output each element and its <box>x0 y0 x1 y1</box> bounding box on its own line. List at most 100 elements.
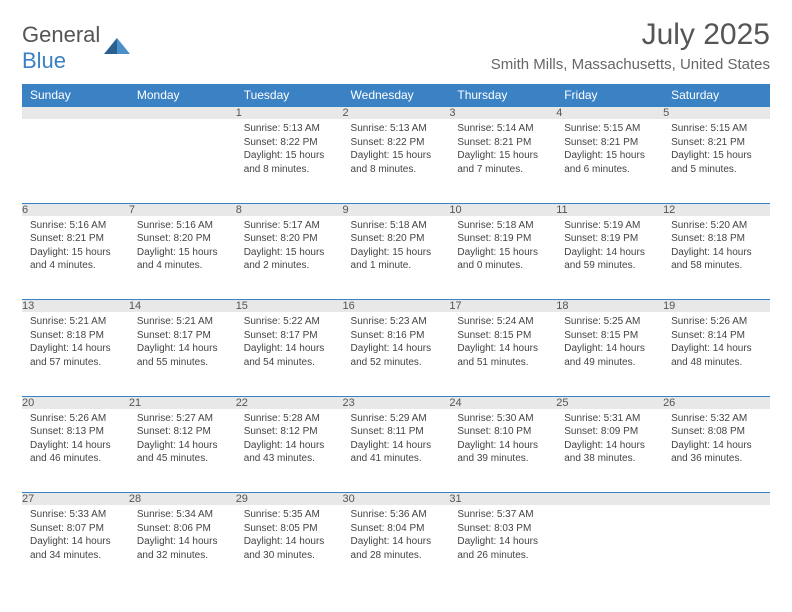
day-number: 2 <box>343 107 450 120</box>
day-content: Sunrise: 5:32 AMSunset: 8:08 PMDaylight:… <box>663 409 770 472</box>
day-number: 1 <box>236 107 343 120</box>
empty-daynum <box>663 493 770 506</box>
dayname-header: Friday <box>556 84 663 107</box>
week-daynum-row: 2728293031 <box>22 493 770 506</box>
day-number: 12 <box>663 203 770 216</box>
calendar-body: 12345Sunrise: 5:13 AMSunset: 8:22 PMDayl… <box>22 107 770 590</box>
empty-cell <box>22 119 129 203</box>
day-content: Sunrise: 5:22 AMSunset: 8:17 PMDaylight:… <box>236 312 343 375</box>
day-number: 7 <box>129 203 236 216</box>
week-content-row: Sunrise: 5:16 AMSunset: 8:21 PMDaylight:… <box>22 216 770 300</box>
empty-daynum <box>556 493 663 506</box>
week-daynum-row: 12345 <box>22 107 770 120</box>
day-number: 11 <box>556 203 663 216</box>
day-content: Sunrise: 5:15 AMSunset: 8:21 PMDaylight:… <box>663 119 770 182</box>
day-cell: Sunrise: 5:35 AMSunset: 8:05 PMDaylight:… <box>236 505 343 589</box>
day-number: 15 <box>236 300 343 313</box>
day-number: 18 <box>556 300 663 313</box>
location: Smith Mills, Massachusetts, United State… <box>491 56 770 73</box>
day-content: Sunrise: 5:21 AMSunset: 8:18 PMDaylight:… <box>22 312 129 375</box>
logo-word-1: General <box>22 22 100 47</box>
day-cell: Sunrise: 5:17 AMSunset: 8:20 PMDaylight:… <box>236 216 343 300</box>
day-content: Sunrise: 5:14 AMSunset: 8:21 PMDaylight:… <box>449 119 556 182</box>
day-number: 25 <box>556 396 663 409</box>
week-daynum-row: 13141516171819 <box>22 300 770 313</box>
day-content: Sunrise: 5:28 AMSunset: 8:12 PMDaylight:… <box>236 409 343 472</box>
day-content: Sunrise: 5:17 AMSunset: 8:20 PMDaylight:… <box>236 216 343 279</box>
day-content: Sunrise: 5:36 AMSunset: 8:04 PMDaylight:… <box>343 505 450 568</box>
day-cell: Sunrise: 5:16 AMSunset: 8:20 PMDaylight:… <box>129 216 236 300</box>
day-cell: Sunrise: 5:24 AMSunset: 8:15 PMDaylight:… <box>449 312 556 396</box>
day-content: Sunrise: 5:25 AMSunset: 8:15 PMDaylight:… <box>556 312 663 375</box>
day-number: 28 <box>129 493 236 506</box>
day-content: Sunrise: 5:29 AMSunset: 8:11 PMDaylight:… <box>343 409 450 472</box>
day-cell: Sunrise: 5:20 AMSunset: 8:18 PMDaylight:… <box>663 216 770 300</box>
day-content: Sunrise: 5:35 AMSunset: 8:05 PMDaylight:… <box>236 505 343 568</box>
day-content: Sunrise: 5:15 AMSunset: 8:21 PMDaylight:… <box>556 119 663 182</box>
dayname-header: Saturday <box>663 84 770 107</box>
day-cell: Sunrise: 5:28 AMSunset: 8:12 PMDaylight:… <box>236 409 343 493</box>
day-number: 5 <box>663 107 770 120</box>
day-cell: Sunrise: 5:13 AMSunset: 8:22 PMDaylight:… <box>343 119 450 203</box>
day-content: Sunrise: 5:16 AMSunset: 8:21 PMDaylight:… <box>22 216 129 279</box>
day-number: 8 <box>236 203 343 216</box>
day-number: 6 <box>22 203 129 216</box>
day-cell: Sunrise: 5:34 AMSunset: 8:06 PMDaylight:… <box>129 505 236 589</box>
month-title: July 2025 <box>491 18 770 52</box>
week-content-row: Sunrise: 5:33 AMSunset: 8:07 PMDaylight:… <box>22 505 770 589</box>
day-content: Sunrise: 5:26 AMSunset: 8:13 PMDaylight:… <box>22 409 129 472</box>
day-cell: Sunrise: 5:21 AMSunset: 8:17 PMDaylight:… <box>129 312 236 396</box>
day-number: 10 <box>449 203 556 216</box>
day-cell: Sunrise: 5:19 AMSunset: 8:19 PMDaylight:… <box>556 216 663 300</box>
day-number: 23 <box>343 396 450 409</box>
day-number: 24 <box>449 396 556 409</box>
day-number: 13 <box>22 300 129 313</box>
day-cell: Sunrise: 5:15 AMSunset: 8:21 PMDaylight:… <box>663 119 770 203</box>
day-number: 9 <box>343 203 450 216</box>
day-number: 31 <box>449 493 556 506</box>
day-cell: Sunrise: 5:26 AMSunset: 8:14 PMDaylight:… <box>663 312 770 396</box>
day-cell: Sunrise: 5:37 AMSunset: 8:03 PMDaylight:… <box>449 505 556 589</box>
daynames-row: SundayMondayTuesdayWednesdayThursdayFrid… <box>22 84 770 107</box>
day-cell: Sunrise: 5:31 AMSunset: 8:09 PMDaylight:… <box>556 409 663 493</box>
dayname-header: Tuesday <box>236 84 343 107</box>
day-content: Sunrise: 5:18 AMSunset: 8:19 PMDaylight:… <box>449 216 556 279</box>
day-number: 17 <box>449 300 556 313</box>
week-content-row: Sunrise: 5:13 AMSunset: 8:22 PMDaylight:… <box>22 119 770 203</box>
dayname-header: Sunday <box>22 84 129 107</box>
week-content-row: Sunrise: 5:21 AMSunset: 8:18 PMDaylight:… <box>22 312 770 396</box>
day-number: 30 <box>343 493 450 506</box>
day-content: Sunrise: 5:16 AMSunset: 8:20 PMDaylight:… <box>129 216 236 279</box>
day-number: 3 <box>449 107 556 120</box>
dayname-header: Thursday <box>449 84 556 107</box>
day-content: Sunrise: 5:13 AMSunset: 8:22 PMDaylight:… <box>343 119 450 182</box>
day-cell: Sunrise: 5:23 AMSunset: 8:16 PMDaylight:… <box>343 312 450 396</box>
day-number: 21 <box>129 396 236 409</box>
day-content: Sunrise: 5:23 AMSunset: 8:16 PMDaylight:… <box>343 312 450 375</box>
day-cell: Sunrise: 5:27 AMSunset: 8:12 PMDaylight:… <box>129 409 236 493</box>
day-cell: Sunrise: 5:36 AMSunset: 8:04 PMDaylight:… <box>343 505 450 589</box>
day-cell: Sunrise: 5:26 AMSunset: 8:13 PMDaylight:… <box>22 409 129 493</box>
day-cell: Sunrise: 5:14 AMSunset: 8:21 PMDaylight:… <box>449 119 556 203</box>
day-content: Sunrise: 5:30 AMSunset: 8:10 PMDaylight:… <box>449 409 556 472</box>
day-number: 4 <box>556 107 663 120</box>
logo-text: General Blue <box>22 22 100 74</box>
dayname-header: Monday <box>129 84 236 107</box>
day-cell: Sunrise: 5:18 AMSunset: 8:20 PMDaylight:… <box>343 216 450 300</box>
page-header: General Blue July 2025 Smith Mills, Mass… <box>22 18 770 74</box>
day-content: Sunrise: 5:27 AMSunset: 8:12 PMDaylight:… <box>129 409 236 472</box>
day-number: 27 <box>22 493 129 506</box>
day-cell: Sunrise: 5:13 AMSunset: 8:22 PMDaylight:… <box>236 119 343 203</box>
logo: General Blue <box>22 18 130 74</box>
day-number: 26 <box>663 396 770 409</box>
day-cell: Sunrise: 5:15 AMSunset: 8:21 PMDaylight:… <box>556 119 663 203</box>
empty-cell <box>129 119 236 203</box>
triangle-icon <box>104 36 130 61</box>
empty-cell <box>556 505 663 589</box>
empty-daynum <box>129 107 236 120</box>
day-cell: Sunrise: 5:30 AMSunset: 8:10 PMDaylight:… <box>449 409 556 493</box>
week-daynum-row: 20212223242526 <box>22 396 770 409</box>
day-content: Sunrise: 5:13 AMSunset: 8:22 PMDaylight:… <box>236 119 343 182</box>
day-content: Sunrise: 5:21 AMSunset: 8:17 PMDaylight:… <box>129 312 236 375</box>
day-cell: Sunrise: 5:29 AMSunset: 8:11 PMDaylight:… <box>343 409 450 493</box>
